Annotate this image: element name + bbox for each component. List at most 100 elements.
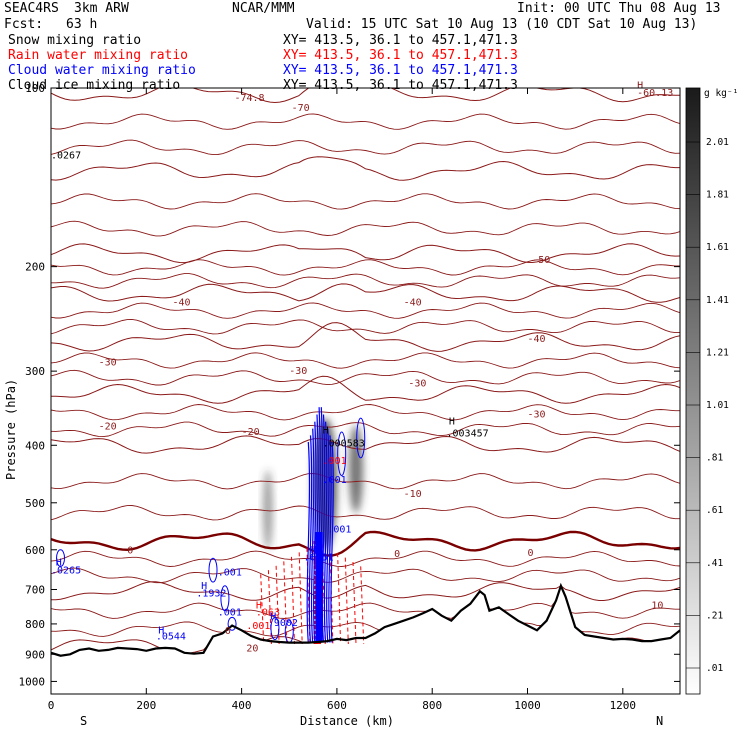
maximum-value-label: .001: [246, 621, 270, 632]
isotherm-label: -60.13: [637, 88, 673, 99]
isotherm-label: -70: [292, 103, 310, 114]
y-tick-label: 500: [25, 497, 45, 510]
y-tick-label: 700: [25, 584, 45, 597]
isotherm--20: [51, 375, 680, 404]
cloud-contour: [328, 435, 332, 643]
high-marker: H: [311, 545, 317, 556]
rain-contour: [329, 548, 334, 645]
isotherm-minor: [51, 369, 680, 386]
cloud-contour: [306, 441, 311, 643]
rain-contour: [260, 574, 265, 645]
isotherm--50: [51, 243, 680, 264]
high-marker: H: [323, 426, 329, 437]
cloud-water-contours: [56, 407, 366, 644]
maximum-value-label: .003457: [447, 428, 489, 439]
isotherm-label: 0: [127, 546, 133, 557]
isotherm-label: -40: [404, 298, 422, 309]
x-tick-label: 1000: [514, 699, 541, 712]
isotherm-label: -30: [408, 379, 426, 390]
maximum-value-label: .001: [218, 607, 242, 618]
isotherm--40: [51, 283, 680, 303]
isotherm-label: 0: [225, 626, 231, 637]
isotherm-minor: [51, 259, 680, 276]
isotherm-label: 0: [528, 548, 534, 559]
colorbar: g kg⁻¹ 2.01 1.81 1.61 1.41 1.21 1.01 .81 .61 .41…: [685, 87, 738, 695]
cloud-core: [315, 531, 323, 643]
y-tick-label: 100: [25, 82, 45, 95]
isotherm--70: [51, 88, 680, 104]
maximum-value-label: .001: [323, 456, 347, 467]
high-marker: H: [56, 557, 62, 568]
high-marker: H: [201, 581, 207, 592]
isotherm-minor: [51, 302, 680, 319]
maximum-value-label: .063: [256, 607, 280, 618]
isotherm-label: -74.8: [234, 93, 264, 104]
isotherm-label: -30: [99, 357, 117, 368]
cloud-contour: [330, 441, 334, 643]
field-xy-snow: XY= 413.5, 36.1 to 457.1,471.3: [283, 33, 518, 48]
cloud-cell: [220, 585, 230, 612]
high-marker: H: [270, 612, 276, 623]
isotherm-minor: [51, 352, 680, 369]
maximum-value-label: .9002: [268, 618, 298, 629]
field-name-rain: Rain water mixing ratio: [8, 48, 188, 63]
cloud-contour: [326, 428, 330, 643]
x-tick-label: 800: [422, 699, 442, 712]
colorbar-tick-label: 1.01: [706, 400, 729, 411]
field-xy-rain: XY= 413.5, 36.1 to 457.1,471.3: [283, 48, 518, 63]
high-marker: H: [449, 417, 455, 428]
header-model: 3km ARW: [74, 1, 129, 16]
cloud-contour: [308, 435, 313, 643]
y-tick-label: 1000: [19, 675, 46, 688]
rain-contour: [298, 552, 303, 645]
isotherm--30: [51, 322, 680, 352]
snow-shade-blob: [348, 425, 364, 513]
isotherm--60: [51, 156, 680, 181]
isotherm-label: 20: [246, 643, 258, 654]
isotherm-minor: [51, 273, 680, 289]
y-tick-label: 300: [25, 365, 45, 378]
colorbar-ticks: 2.01 1.81 1.61 1.41 1.21 1.01 .81 .61 .41 .21 .01: [686, 137, 729, 674]
isotherm-minor: [51, 473, 680, 490]
y-tick-label: 400: [25, 439, 45, 452]
end-label-south: S: [80, 714, 87, 728]
rain-contour: [291, 556, 295, 645]
isotherm-minor: [51, 220, 680, 237]
high-marker: H: [637, 80, 643, 91]
x-tick-label: 400: [232, 699, 252, 712]
colorbar-tick-label: 1.41: [706, 295, 729, 306]
colorbar-unit: g kg⁻¹: [704, 88, 738, 99]
isotherm-minor: [51, 113, 680, 130]
isotherm-minor: [51, 567, 680, 584]
rain-contour: [337, 553, 342, 645]
isotherm-label: 0: [394, 549, 400, 560]
maximum-value-label: .6351: [304, 552, 334, 563]
header-init: Init: 00 UTC Thu 08 Aug 13: [517, 1, 721, 16]
plot-frame: [50, 87, 681, 695]
x-tick-label: 1200: [610, 699, 637, 712]
snow-shade-blob: [263, 469, 273, 550]
isotherm-label: -50: [532, 255, 550, 266]
temperature-contours: [51, 88, 680, 654]
field-name-snow: Snow mixing ratio: [8, 33, 141, 48]
header-project: SEAC4RS: [4, 1, 59, 16]
rain-contour: [344, 557, 349, 645]
field-xy-cloud-water: XY= 413.5, 36.1 to 457.1,471.3: [283, 63, 518, 78]
maximum-value-label: .0267: [51, 151, 81, 162]
isotherm-label: -30: [528, 410, 546, 421]
header-fcst-label: Fcst:: [4, 17, 43, 32]
cloud-contour: [323, 421, 328, 643]
isotherm-label: -20: [242, 427, 260, 438]
high-marker: H: [256, 601, 262, 612]
maximum-value-label: .000583: [323, 438, 365, 449]
header-fcst-value: 63 h: [66, 17, 97, 32]
isotherm-minor: [51, 421, 680, 438]
cloud-cell: [56, 549, 66, 567]
isotherm-label: -40: [173, 298, 191, 309]
isotherm-10: [51, 581, 680, 601]
y-tick-label: 200: [25, 261, 45, 274]
isotherm-minor: [51, 193, 680, 210]
field-legend: Snow mixing ratio XY= 413.5, 36.1 to 457…: [8, 33, 518, 93]
cloud-contour: [313, 421, 317, 643]
